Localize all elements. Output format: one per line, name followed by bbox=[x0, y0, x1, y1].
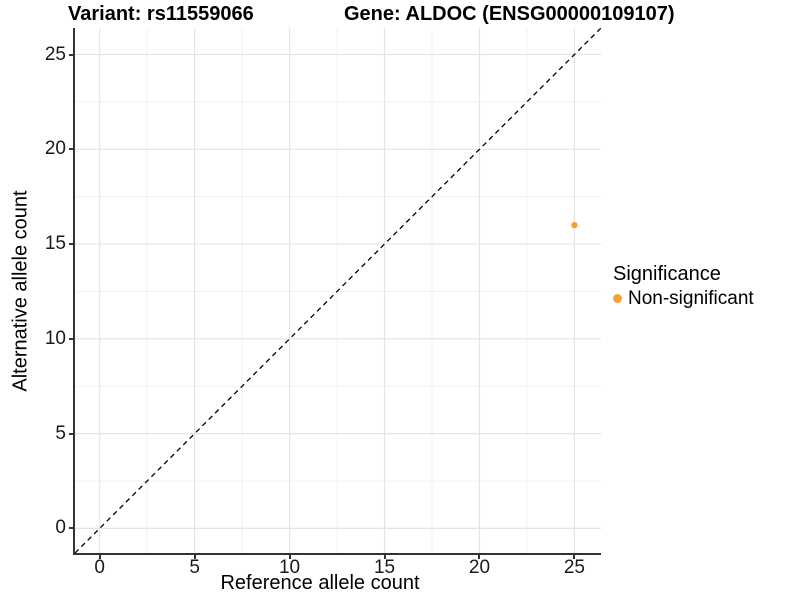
variant-title: Variant: rs11559066 bbox=[68, 3, 254, 25]
x-axis-tick-mark bbox=[288, 555, 291, 559]
plot-panel bbox=[73, 28, 601, 555]
y-axis-tick-mark bbox=[69, 148, 73, 151]
y-axis-tick-mark bbox=[69, 527, 73, 530]
legend-title: Significance bbox=[613, 263, 721, 285]
x-axis-tick-mark bbox=[193, 555, 196, 559]
gene-title: Gene: ALDOC (ENSG00000109107) bbox=[344, 3, 675, 25]
y-axis-tick-mark bbox=[69, 432, 73, 435]
y-axis-title: Alternative allele count bbox=[9, 190, 32, 392]
y-axis-tick-label: 0 bbox=[55, 517, 66, 539]
x-axis-tick-label: 25 bbox=[563, 557, 585, 578]
y-axis-tick-mark bbox=[69, 337, 73, 340]
plot-area-svg bbox=[75, 28, 601, 553]
y-axis-tick-mark bbox=[69, 53, 73, 56]
y-axis-tick-label: 25 bbox=[44, 43, 66, 65]
y-axis-tick-label: 10 bbox=[44, 327, 66, 349]
y-axis-tick-mark bbox=[69, 243, 73, 246]
legend-item-non-significant: Non-significant bbox=[613, 288, 754, 309]
x-axis-tick-label: 10 bbox=[278, 557, 301, 578]
legend: Significance Non-significant bbox=[613, 263, 754, 309]
y-axis-tick-label: 5 bbox=[55, 422, 66, 444]
x-axis-tick-mark bbox=[383, 555, 386, 559]
legend-point-swatch-icon bbox=[613, 294, 622, 303]
x-axis-tick-mark bbox=[98, 555, 101, 559]
legend-item-label: Non-significant bbox=[628, 288, 754, 309]
x-axis-tick-label: 15 bbox=[373, 557, 396, 578]
x-axis-title: Reference allele count bbox=[220, 572, 420, 594]
y-axis-tick-label: 15 bbox=[44, 233, 66, 255]
x-axis-tick-mark bbox=[478, 555, 481, 559]
identity-dashed-line bbox=[75, 28, 601, 553]
y-axis-tick-label: 20 bbox=[44, 138, 66, 160]
x-axis-tick-label: 5 bbox=[189, 557, 200, 578]
x-axis-tick-mark bbox=[573, 555, 576, 559]
data-point bbox=[571, 221, 578, 229]
x-axis-tick-label: 0 bbox=[94, 557, 105, 578]
x-axis-tick-label: 20 bbox=[468, 557, 491, 578]
